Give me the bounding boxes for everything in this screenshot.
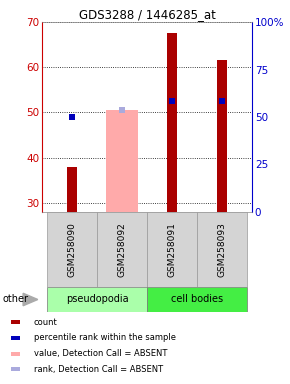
Bar [11,321,20,324]
Text: GSM258090: GSM258090 [68,222,77,277]
Bar [106,110,138,212]
Bar [97,212,147,287]
Bar [217,60,227,212]
Text: GSM258093: GSM258093 [218,222,226,277]
Text: rank, Detection Call = ABSENT: rank, Detection Call = ABSENT [34,365,163,374]
Bar [47,212,97,287]
Bar [147,212,197,287]
Bar [197,212,247,287]
Text: percentile rank within the sample: percentile rank within the sample [34,333,176,343]
Bar [167,33,177,212]
Text: value, Detection Call = ABSENT: value, Detection Call = ABSENT [34,349,167,358]
Title: GDS3288 / 1446285_at: GDS3288 / 1446285_at [79,8,215,21]
Text: other: other [3,295,29,305]
Bar [11,336,20,340]
Polygon shape [23,293,38,306]
Text: count: count [34,318,57,327]
Bar [11,352,20,356]
Text: GSM258092: GSM258092 [117,222,126,277]
Bar [67,167,77,212]
Bar [47,287,147,312]
Text: cell bodies: cell bodies [171,295,223,305]
Text: pseudopodia: pseudopodia [66,295,128,305]
Bar [11,367,20,371]
Bar [147,287,247,312]
Text: GSM258091: GSM258091 [168,222,177,277]
